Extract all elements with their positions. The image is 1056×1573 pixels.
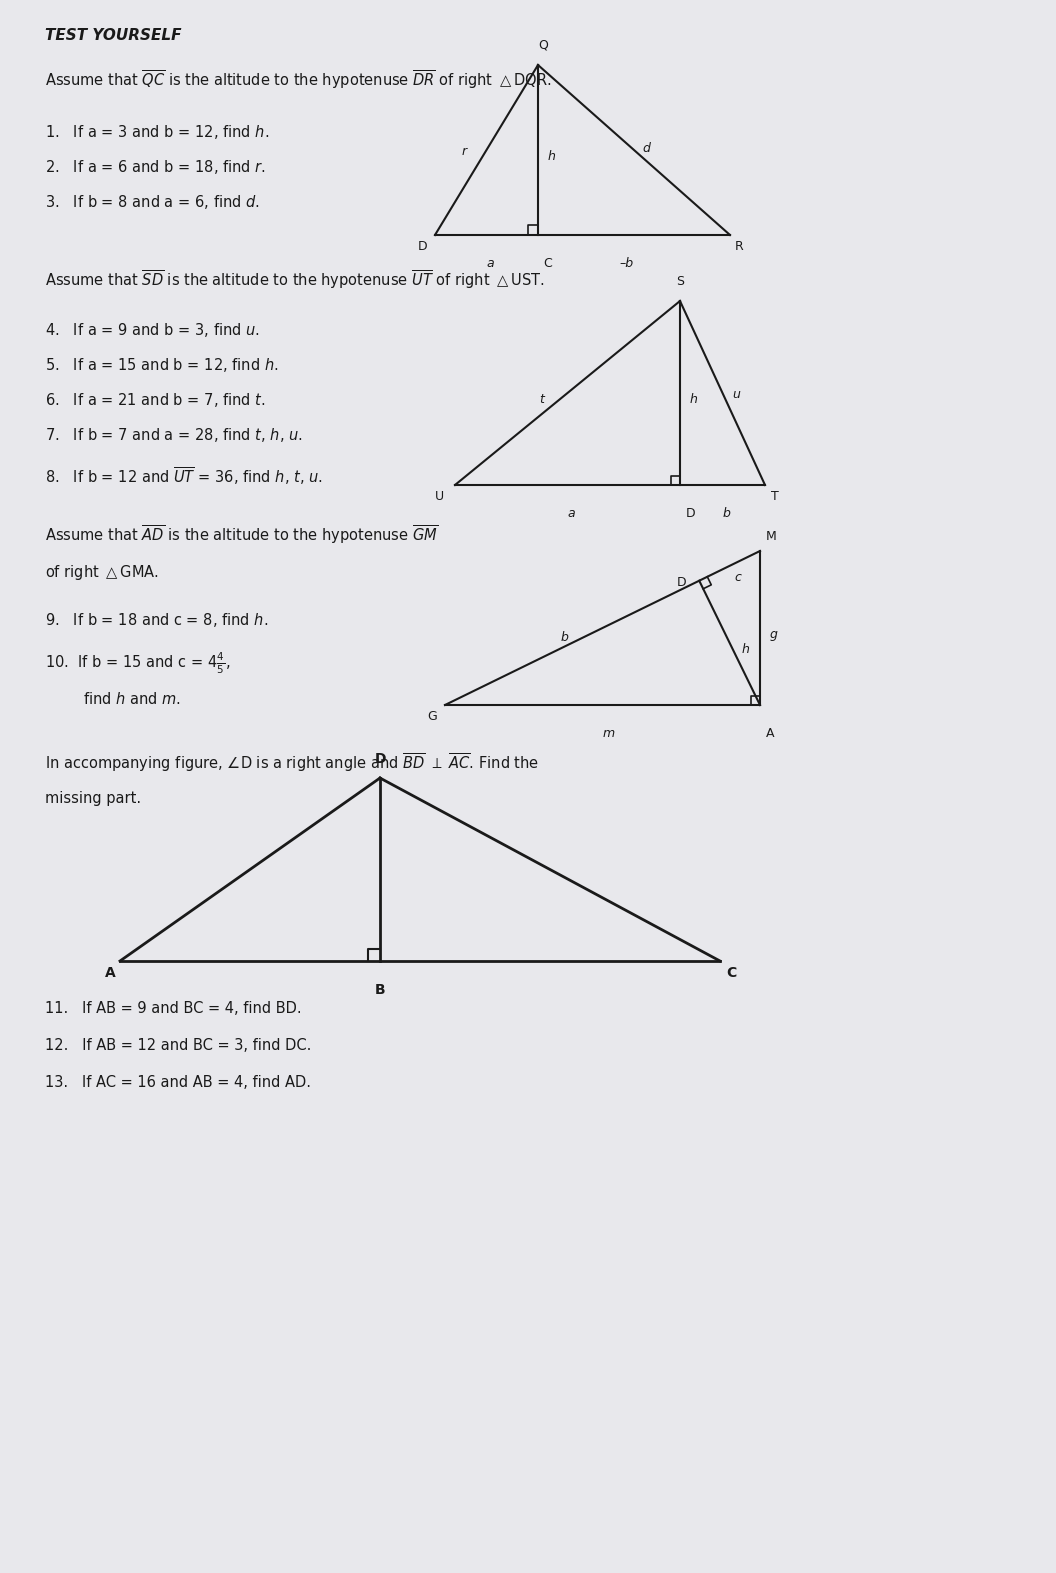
Text: b: b xyxy=(560,631,568,643)
Text: B: B xyxy=(375,983,385,997)
Text: G: G xyxy=(427,709,437,724)
Text: a: a xyxy=(487,256,494,271)
Text: h: h xyxy=(548,149,555,164)
Text: t: t xyxy=(540,393,545,406)
Text: R: R xyxy=(735,241,743,253)
Text: U: U xyxy=(435,491,445,503)
Text: In accompanying figure, $\angle$D is a right angle and $\overline{\mathit{BD}}$ : In accompanying figure, $\angle$D is a r… xyxy=(45,750,540,774)
Text: D: D xyxy=(686,507,696,521)
Text: 12.   If AB = 12 and BC = 3, find DC.: 12. If AB = 12 and BC = 3, find DC. xyxy=(45,1038,312,1052)
Text: h: h xyxy=(741,643,750,656)
Text: D: D xyxy=(418,241,428,253)
Text: –b: –b xyxy=(619,256,634,271)
Text: 7.   If b = 7 and a = 28, find $t$, $h$, $u$.: 7. If b = 7 and a = 28, find $t$, $h$, $… xyxy=(45,426,303,444)
Text: 11.   If AB = 9 and BC = 4, find BD.: 11. If AB = 9 and BC = 4, find BD. xyxy=(45,1000,302,1016)
Text: d: d xyxy=(642,142,649,156)
Text: A: A xyxy=(766,727,774,739)
Text: Assume that $\overline{\mathit{SD}}$ is the altitude to the hypotenuse $\overlin: Assume that $\overline{\mathit{SD}}$ is … xyxy=(45,267,545,291)
Text: D: D xyxy=(374,752,385,766)
Text: h: h xyxy=(690,393,698,406)
Text: Assume that $\overline{\mathit{AD}}$ is the altitude to the hypotenuse $\overlin: Assume that $\overline{\mathit{AD}}$ is … xyxy=(45,522,438,546)
Text: Assume that $\overline{\mathit{QC}}$ is the altitude to the hypotenuse $\overlin: Assume that $\overline{\mathit{QC}}$ is … xyxy=(45,68,551,91)
Text: 1.   If a = 3 and b = 12, find $h$.: 1. If a = 3 and b = 12, find $h$. xyxy=(45,123,269,142)
Text: 5.   If a = 15 and b = 12, find $h$.: 5. If a = 15 and b = 12, find $h$. xyxy=(45,355,279,374)
Text: b: b xyxy=(722,507,731,521)
Text: u: u xyxy=(733,389,740,401)
Text: 3.   If b = 8 and a = 6, find $d$.: 3. If b = 8 and a = 6, find $d$. xyxy=(45,193,260,211)
Text: r: r xyxy=(461,145,467,157)
Text: 6.   If a = 21 and b = 7, find $t$.: 6. If a = 21 and b = 7, find $t$. xyxy=(45,392,266,409)
Text: missing part.: missing part. xyxy=(45,791,142,805)
Text: C: C xyxy=(543,256,551,271)
Text: m: m xyxy=(603,727,615,739)
Text: of right $\triangle$GMA.: of right $\triangle$GMA. xyxy=(45,563,158,582)
Text: 10.  If b = 15 and c = $4\frac{4}{5}$,: 10. If b = 15 and c = $4\frac{4}{5}$, xyxy=(45,651,230,676)
Text: g: g xyxy=(770,628,778,642)
Text: c: c xyxy=(735,571,741,584)
Text: 4.   If a = 9 and b = 3, find $u$.: 4. If a = 9 and b = 3, find $u$. xyxy=(45,321,260,340)
Text: 9.   If b = 18 and c = 8, find $h$.: 9. If b = 18 and c = 8, find $h$. xyxy=(45,610,268,629)
Text: S: S xyxy=(676,275,684,288)
Text: TEST YOURSELF: TEST YOURSELF xyxy=(45,28,182,42)
Text: D: D xyxy=(677,576,686,588)
Text: A: A xyxy=(105,966,116,980)
Text: T: T xyxy=(771,491,778,503)
Text: find $h$ and $m$.: find $h$ and $m$. xyxy=(83,691,181,706)
Text: C: C xyxy=(727,966,736,980)
Text: 2.   If a = 6 and b = 18, find $r$.: 2. If a = 6 and b = 18, find $r$. xyxy=(45,157,266,176)
Text: 8.   If b = 12 and $\overline{\mathit{UT}}$ = 36, find $h$, $t$, $u$.: 8. If b = 12 and $\overline{\mathit{UT}}… xyxy=(45,466,323,486)
Text: M: M xyxy=(766,530,777,543)
Text: Q: Q xyxy=(539,39,548,52)
Text: a: a xyxy=(567,507,576,521)
Text: 13.   If AC = 16 and AB = 4, find AD.: 13. If AC = 16 and AB = 4, find AD. xyxy=(45,1074,312,1090)
